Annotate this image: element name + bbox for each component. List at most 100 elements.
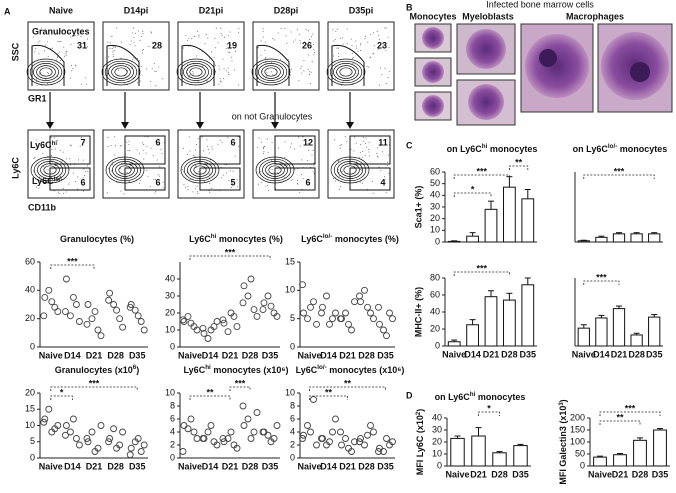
event-dot	[293, 41, 295, 43]
event-dot	[311, 154, 313, 156]
event-dot	[262, 147, 264, 149]
event-dot	[346, 43, 348, 45]
event-dot	[143, 48, 145, 50]
x-tick-label: D28	[107, 350, 124, 360]
event-dot	[66, 158, 68, 160]
event-dot	[290, 31, 292, 33]
event-dot	[183, 183, 185, 185]
contour	[254, 60, 288, 84]
gate-name: Granulocytes	[32, 26, 90, 36]
y-axis-label-part: )	[415, 409, 425, 412]
event-dot	[298, 33, 300, 35]
data-point	[356, 438, 363, 446]
event-dot	[262, 31, 264, 33]
event-dot	[63, 192, 65, 194]
event-dot	[82, 190, 84, 192]
data-point	[84, 301, 92, 308]
x-tick-label: Naive	[297, 461, 321, 471]
event-dot	[84, 174, 86, 176]
data-point	[180, 318, 188, 325]
event-dot	[314, 52, 316, 54]
contour	[179, 60, 213, 84]
event-dot	[67, 32, 69, 34]
y-tick-label: 50	[430, 178, 440, 188]
x-tick-label: D35	[520, 349, 537, 359]
data-point	[389, 438, 396, 446]
event-dot	[229, 51, 231, 53]
significance-bracket	[50, 264, 95, 269]
event-dot	[215, 64, 217, 66]
event-dot	[128, 144, 130, 146]
x-tick-label: D35	[646, 349, 663, 359]
event-dot	[350, 148, 352, 150]
event-dot	[359, 50, 361, 52]
event-dot	[85, 83, 87, 85]
event-dot	[70, 65, 72, 67]
x-tick-label: D28	[491, 469, 508, 479]
event-dot	[80, 137, 82, 139]
event-dot	[305, 43, 307, 45]
event-dot	[119, 145, 121, 147]
data-point	[41, 293, 49, 301]
event-dot	[356, 73, 358, 75]
data-point	[184, 312, 192, 320]
event-dot	[161, 153, 163, 155]
data-point	[250, 428, 258, 436]
event-dot	[290, 179, 292, 181]
event-dot	[271, 141, 273, 143]
event-dot	[36, 78, 38, 80]
data-point	[119, 428, 127, 436]
event-dot	[51, 47, 53, 49]
event-dot	[218, 65, 220, 67]
event-dot	[85, 77, 87, 79]
event-dot	[357, 164, 359, 166]
event-dot	[227, 51, 229, 53]
contour	[176, 58, 216, 86]
event-dot	[112, 53, 114, 55]
event-dot	[146, 145, 148, 147]
event-dot	[368, 141, 370, 143]
y-tick-label: 0	[170, 452, 175, 462]
y-tick-label: 200	[570, 412, 585, 422]
event-dot	[113, 46, 115, 48]
data-point	[318, 435, 325, 442]
event-dot	[53, 190, 55, 192]
data-point	[244, 415, 252, 423]
chart-title-part: Granulocytes (%)	[60, 234, 134, 244]
event-dot	[38, 187, 40, 189]
event-dot	[83, 42, 85, 44]
data-point	[110, 301, 118, 308]
contour	[183, 63, 209, 81]
chart-title: on Ly6Clo/- monocytes	[573, 143, 668, 154]
cell	[525, 34, 589, 98]
data-point	[375, 303, 382, 311]
event-dot	[203, 181, 205, 183]
chart-title-part: monocytes	[487, 144, 537, 154]
data-point	[310, 396, 317, 403]
event-dot	[372, 192, 374, 194]
event-dot	[153, 63, 155, 65]
event-dot	[155, 190, 157, 192]
chart-title-sup: lo/-	[317, 364, 326, 371]
data-point	[61, 308, 69, 316]
data-point	[180, 422, 188, 429]
event-dot	[211, 148, 213, 150]
event-dot	[187, 72, 189, 74]
contour	[114, 67, 128, 77]
data-point	[199, 435, 207, 442]
event-dot	[338, 53, 340, 55]
data-point	[273, 312, 281, 320]
event-dot	[353, 57, 355, 59]
event-dot	[150, 147, 152, 149]
event-dot	[376, 147, 378, 149]
event-dot	[47, 55, 49, 57]
significance-label: ***	[225, 247, 236, 257]
event-dot	[111, 164, 113, 166]
event-dot	[362, 136, 364, 138]
arrow-head	[271, 122, 279, 129]
y-tick-label: 8	[290, 400, 295, 410]
event-dot	[387, 77, 389, 79]
chart-title-part: monocytes (%)	[216, 234, 283, 244]
event-dot	[211, 51, 213, 53]
data-point	[307, 303, 314, 311]
